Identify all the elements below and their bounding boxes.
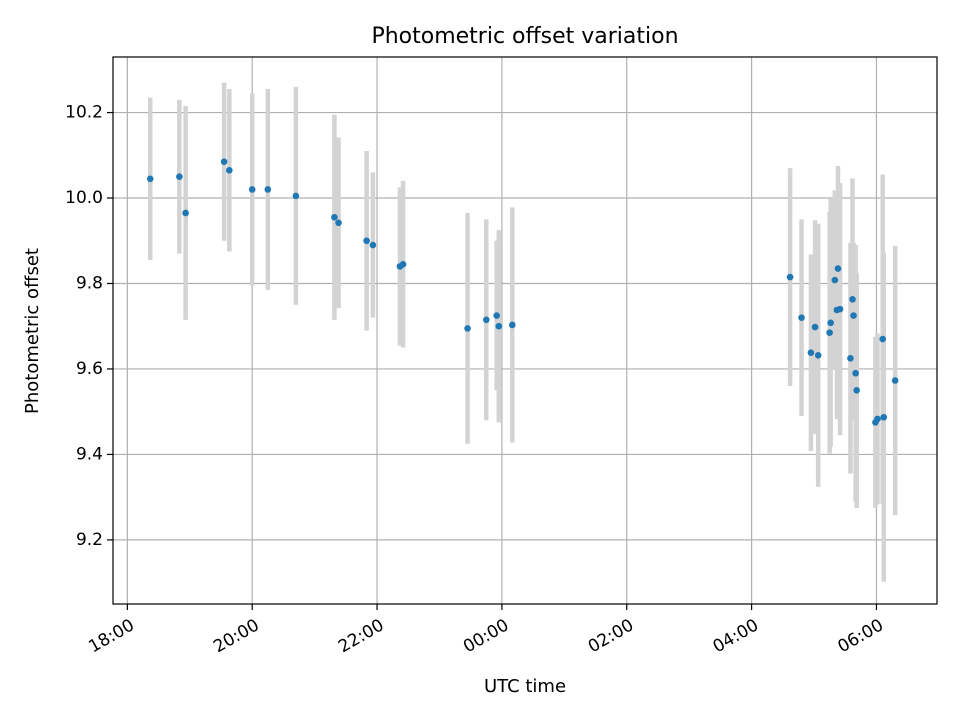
data-point — [495, 322, 503, 330]
x-axis-label: UTC time — [484, 676, 566, 697]
data-point — [879, 335, 886, 343]
data-point — [369, 241, 377, 249]
data-point — [853, 387, 860, 394]
y-tick-label: 9.2 — [76, 530, 103, 550]
data-point — [814, 351, 822, 359]
data-point — [798, 314, 805, 321]
data-point — [891, 377, 899, 384]
data-point — [786, 273, 794, 281]
data-point — [292, 192, 300, 200]
data-point — [807, 349, 815, 357]
data-point — [220, 158, 228, 165]
data-point — [182, 209, 189, 217]
data-point — [880, 413, 888, 421]
data-point — [399, 260, 407, 268]
data-point — [493, 312, 501, 319]
data-point — [831, 276, 839, 284]
y-tick-label: 9.4 — [76, 444, 103, 464]
data-point — [849, 296, 856, 303]
data-point — [482, 316, 490, 324]
data-point — [363, 237, 370, 245]
y-tick-label: 10.0 — [65, 188, 103, 208]
data-point — [827, 319, 834, 327]
data-point — [852, 369, 859, 377]
data-point — [248, 186, 256, 193]
chart-title: Photometric offset variation — [371, 24, 678, 49]
plot-area-frame — [112, 56, 938, 605]
data-points — [146, 158, 899, 426]
data-point — [834, 265, 842, 272]
data-point — [874, 415, 881, 423]
data-point — [146, 175, 154, 183]
y-tick-label: 9.8 — [76, 273, 103, 293]
data-point — [811, 323, 819, 331]
data-point — [464, 325, 471, 332]
y-tick-label: 9.6 — [76, 359, 103, 379]
data-point — [335, 219, 342, 227]
y-axis-label: Photometric offset — [22, 248, 43, 414]
data-point — [226, 166, 233, 174]
data-point — [847, 354, 854, 362]
data-point — [826, 329, 833, 336]
y-tick-label: 10.2 — [65, 103, 103, 123]
data-point — [331, 213, 338, 221]
data-point — [509, 321, 516, 329]
data-point — [850, 312, 857, 319]
data-point — [176, 173, 183, 180]
data-point — [836, 305, 844, 313]
data-point — [264, 186, 272, 193]
